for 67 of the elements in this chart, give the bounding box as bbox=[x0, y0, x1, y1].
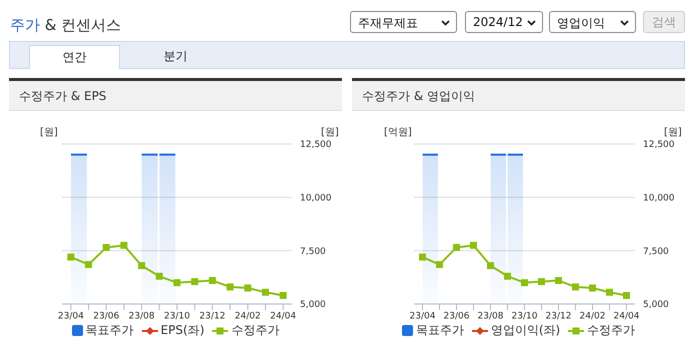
point bbox=[156, 272, 163, 280]
y2-tick-label: 7,500 bbox=[300, 246, 326, 257]
point bbox=[555, 277, 562, 284]
y2-tick-label: 12,500 bbox=[643, 140, 675, 150]
y2-tick-label: 10,000 bbox=[643, 194, 675, 204]
legend-label: 목표주가 bbox=[86, 322, 134, 339]
legend-label: 영업이익(좌) bbox=[490, 322, 560, 339]
text: 2024/12 bbox=[473, 15, 523, 29]
point bbox=[191, 278, 198, 286]
x-tick-label: 23/08 bbox=[128, 311, 155, 322]
x-tick-label: 23/10 bbox=[164, 311, 190, 322]
x-tick-label: 23/06 bbox=[444, 311, 470, 322]
x-tick-label: 24/04 bbox=[270, 311, 296, 322]
x-tick-label: 23/10 bbox=[512, 311, 538, 322]
text: 분기 bbox=[162, 48, 188, 65]
y2-tick-label: 7,500 bbox=[643, 246, 670, 257]
point bbox=[226, 283, 234, 290]
legend-label: 수정주가 bbox=[231, 322, 280, 339]
point bbox=[538, 278, 545, 286]
point bbox=[262, 288, 269, 296]
point bbox=[120, 242, 128, 249]
x-tick-label: 23/12 bbox=[199, 311, 226, 322]
legend-label: 수정주가 bbox=[587, 322, 636, 339]
text: 영업이익 bbox=[557, 15, 605, 32]
point bbox=[521, 279, 528, 286]
y-axis-title: [원] bbox=[40, 126, 58, 139]
text: 연간 bbox=[29, 45, 120, 69]
text: 주재무제표 bbox=[358, 15, 418, 32]
legend-label: 목표주가 bbox=[416, 322, 464, 339]
point bbox=[138, 262, 146, 270]
y2-tick-label: 10,000 bbox=[300, 194, 332, 204]
x-tick-label: 24/02 bbox=[234, 311, 261, 322]
point bbox=[208, 277, 216, 284]
point bbox=[436, 261, 443, 268]
point bbox=[453, 244, 460, 251]
point bbox=[487, 262, 494, 270]
x-tick-label: 23/04 bbox=[410, 311, 436, 322]
legend-label: EPS(좌) bbox=[160, 322, 204, 339]
point bbox=[589, 284, 596, 292]
x-tick-label: 23/12 bbox=[546, 311, 572, 322]
text: 주가 & 컨센서스 bbox=[10, 16, 122, 35]
point bbox=[606, 288, 613, 296]
point bbox=[623, 292, 630, 299]
point bbox=[174, 279, 180, 286]
chart-title: 수정주가 & 영업이익 bbox=[362, 88, 475, 105]
point bbox=[85, 261, 92, 268]
point bbox=[244, 284, 252, 292]
point bbox=[102, 244, 110, 251]
y2-axis-title: [원] bbox=[664, 126, 682, 139]
y2-axis-title: [원] bbox=[321, 126, 339, 139]
point bbox=[280, 292, 287, 299]
point bbox=[67, 254, 74, 261]
x-tick-label: 23/06 bbox=[93, 311, 120, 322]
chart-title: 수정주가 & EPS bbox=[19, 88, 106, 105]
point bbox=[470, 242, 477, 249]
y-axis-title: [억원] bbox=[384, 126, 412, 139]
text: 검색 bbox=[643, 11, 685, 33]
x-tick-label: 24/02 bbox=[580, 311, 606, 322]
point bbox=[572, 283, 579, 290]
y2-tick-label: 5,000 bbox=[643, 300, 670, 310]
y2-tick-label: 5,000 bbox=[300, 300, 326, 310]
point bbox=[419, 254, 426, 261]
x-tick-label: 24/04 bbox=[614, 311, 640, 322]
point bbox=[504, 272, 511, 280]
x-tick-label: 23/08 bbox=[478, 311, 504, 322]
y2-tick-label: 12,500 bbox=[300, 140, 332, 150]
x-tick-label: 23/04 bbox=[58, 311, 84, 322]
